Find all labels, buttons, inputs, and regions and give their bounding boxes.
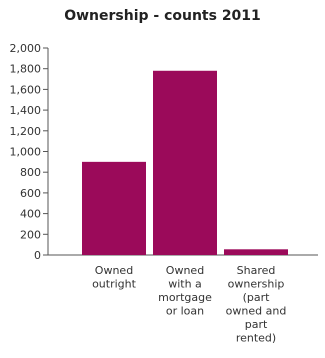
- chart-title: Ownership - counts 2011: [64, 8, 261, 24]
- x-category-label: Owned outright: [92, 264, 137, 291]
- x-category-label: Owned with a mortgage or loan: [158, 264, 212, 318]
- y-tick-label: 1,400: [10, 104, 42, 117]
- y-tick-label: 1,600: [10, 83, 42, 96]
- y-tick-label: 2,000: [10, 42, 42, 55]
- bar: [224, 249, 288, 255]
- bars: [82, 70, 288, 256]
- y-tick-label: 1,000: [10, 146, 42, 159]
- y-tick-label: 400: [20, 208, 41, 221]
- category-labels: Owned outright Owned with a mortgage or loan S…: [92, 264, 286, 345]
- bar: [153, 70, 217, 256]
- y-tick-label: 600: [20, 187, 41, 200]
- x-category-label: Shared ownership (part owned and part rented): [226, 264, 287, 345]
- y-tick-label: 200: [20, 228, 41, 241]
- y-tick-label: 0: [34, 249, 41, 262]
- axes: 0 200 400 600 800 1,000 1,200 1,400 1,600 1,800 2,…: [10, 42, 318, 262]
- y-tick-label: 1,200: [10, 125, 42, 138]
- y-tick-label: 1,800: [10, 63, 42, 76]
- bar: [82, 161, 146, 255]
- y-tick-label: 800: [20, 166, 41, 179]
